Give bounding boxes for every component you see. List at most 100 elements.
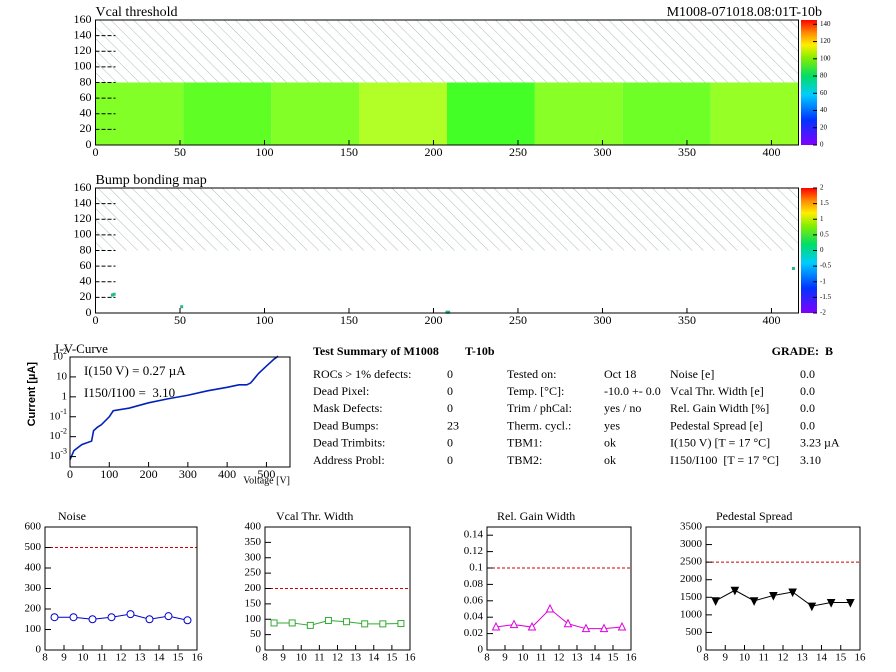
marker xyxy=(545,603,555,613)
x-tick-label: 150 xyxy=(340,145,358,159)
x-tick-label: 400 xyxy=(218,467,236,481)
chart-title: Noise xyxy=(58,509,86,523)
marker xyxy=(617,621,627,631)
summary-value: 0 xyxy=(447,384,453,398)
color-bar xyxy=(801,20,817,145)
summary-label: Temp. [°C]: xyxy=(507,384,564,398)
marker xyxy=(88,615,97,624)
y-tick-label: 400 xyxy=(245,521,262,533)
y-tick-label: 160 xyxy=(74,180,92,194)
exponent: -3 xyxy=(60,446,67,455)
y-tick-label: 2000 xyxy=(680,573,703,585)
marker xyxy=(69,613,78,622)
marker xyxy=(769,592,778,601)
x-tick-label: 16 xyxy=(626,652,638,664)
summary-value: 0.0 xyxy=(800,401,815,415)
heatmap-cell xyxy=(710,82,799,145)
y-tick-label: 0 xyxy=(478,644,484,656)
chart-subtitle: M1008-071018.08:01T-10b xyxy=(667,5,822,20)
summary-label: ROCs > 1% defects: xyxy=(313,367,411,381)
y-tick-label: 80 xyxy=(80,242,92,256)
marker xyxy=(343,618,351,626)
marker xyxy=(730,586,740,596)
marker xyxy=(491,621,501,631)
x-tick-label: 15 xyxy=(835,652,847,664)
x-tick-label: 200 xyxy=(424,313,442,327)
z-tick-label: 60 xyxy=(820,89,828,97)
summary-label: Trim / phCal: xyxy=(507,401,572,415)
x-tick-label: 14 xyxy=(590,652,602,664)
summary-value: 0 xyxy=(447,401,453,415)
x-tick-label: 15 xyxy=(173,652,185,664)
y-tick-label: 50 xyxy=(250,628,262,640)
x-tick-label: 8 xyxy=(42,652,48,664)
heatmap-cell xyxy=(183,82,272,145)
y-tick-label: 250 xyxy=(245,567,262,579)
summary-label: Pedestal Spread [e] xyxy=(670,418,763,432)
z-tick-label: -1 xyxy=(820,277,826,285)
x-tick-label: 300 xyxy=(593,145,611,159)
x-tick-label: 16 xyxy=(192,652,204,664)
z-tick-label: 120 xyxy=(820,37,831,45)
summary-label: Dead Bumps: xyxy=(313,418,379,432)
y-tick-label: 140 xyxy=(74,195,92,209)
x-tick-label: 15 xyxy=(608,652,620,664)
marker xyxy=(563,618,573,628)
z-tick-label: 80 xyxy=(820,72,828,80)
summary-label: Therm. cycl.: xyxy=(507,418,571,432)
y-tick-label: 0 xyxy=(86,137,92,151)
x-tick-label: 11 xyxy=(536,652,547,664)
y-tick-label: 100 xyxy=(245,613,262,625)
z-tick-label: -2 xyxy=(820,309,826,317)
summary-label: Dead Pixel: xyxy=(313,384,369,398)
x-tick-label: 14 xyxy=(368,652,380,664)
y-tick-label: 200 xyxy=(25,603,42,615)
x-tick-label: 11 xyxy=(758,652,769,664)
x-tick-label: 15 xyxy=(386,652,398,664)
annotation: I(150 V) = 0.27 µA xyxy=(84,363,186,378)
x-tick-label: 200 xyxy=(140,467,158,481)
x-tick-label: 9 xyxy=(723,652,729,664)
y-tick-label: 0.02 xyxy=(464,627,483,639)
summary-value: 3.10 xyxy=(800,453,821,467)
y-tick-label: 150 xyxy=(245,597,262,609)
x-tick-label: 200 xyxy=(424,145,442,159)
marker xyxy=(509,619,519,629)
x-tick-label: 12 xyxy=(778,652,789,664)
summary-value: 0.0 xyxy=(800,384,815,398)
y-tick-label: 0 xyxy=(697,644,703,656)
x-tick-label: 50 xyxy=(174,145,186,159)
y-tick-label: 0.06 xyxy=(464,594,484,606)
y-tick-label: 0 xyxy=(86,305,92,319)
plot-frame xyxy=(705,526,861,651)
heatmap-cell xyxy=(534,82,623,145)
summary-value: ok xyxy=(604,436,616,450)
summary-label: Noise [e] xyxy=(670,367,714,381)
x-tick-label: 10 xyxy=(739,652,751,664)
chart-title: Pedestal Spread xyxy=(716,509,792,523)
y-tick-label: 1 xyxy=(62,390,68,402)
y-tick-label: 3000 xyxy=(680,538,703,550)
dead-bump xyxy=(110,293,114,297)
x-tick-label: 16 xyxy=(855,652,867,664)
summary-title: Test Summary of M1008 xyxy=(313,344,439,358)
dead-bump xyxy=(180,305,184,309)
exponent: -2 xyxy=(60,426,67,435)
summary-tag: T-10b xyxy=(465,344,495,358)
heatmap-cell xyxy=(271,82,360,145)
x-tick-label: 10 xyxy=(518,652,530,664)
marker xyxy=(749,597,759,606)
y-tick-label: 0.12 xyxy=(464,545,483,557)
marker xyxy=(50,613,59,622)
marker xyxy=(183,616,192,625)
plot-frame xyxy=(44,526,198,651)
marker xyxy=(306,621,314,629)
z-tick-label: 0 xyxy=(820,141,824,149)
summary-label: I150/I100 [T = 17 °C] xyxy=(670,453,779,467)
y-tick-label: 120 xyxy=(74,211,92,225)
summary-label: Tested on: xyxy=(507,367,556,381)
y-tick-label: 300 xyxy=(245,551,262,563)
chart-title: Bump bonding map xyxy=(96,173,207,188)
y-tick-label: 120 xyxy=(74,43,92,57)
summary-label: Mask Defects: xyxy=(313,401,383,415)
